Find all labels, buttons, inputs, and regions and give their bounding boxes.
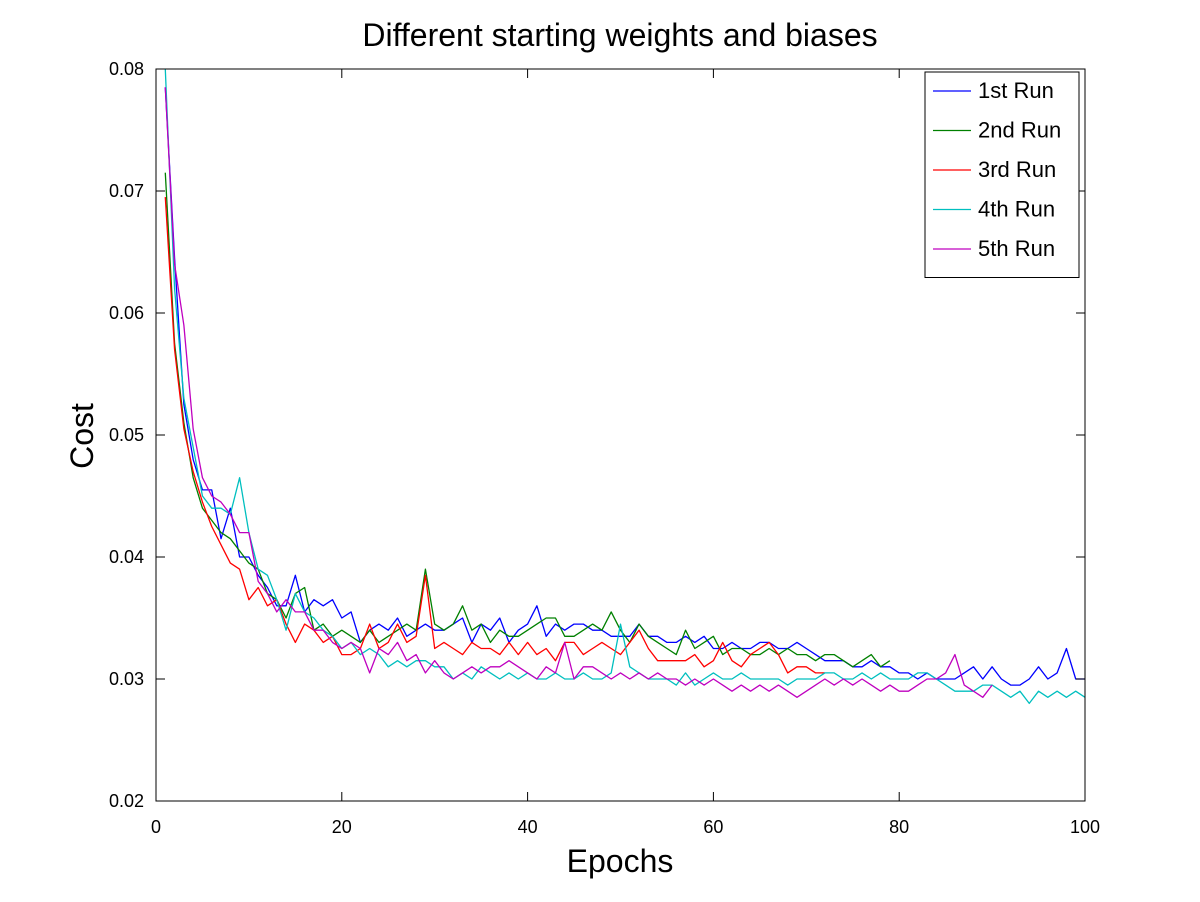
series-line-run-2: [164, 172, 891, 668]
legend-box: [924, 71, 1080, 278]
legend-label-run-3: 3rd Run: [978, 157, 1056, 182]
x-tick-label: 80: [889, 817, 909, 837]
y-tick-label: 0.08: [109, 59, 144, 79]
y-tick-label: 0.04: [109, 547, 144, 567]
series-line-run-3: [164, 197, 825, 674]
y-tick-label: 0.07: [109, 181, 144, 201]
axes-layer: 0 20 40 60 80 100 0.02 0.03 0.04 0.05 0.06 0.07 0.08: [109, 59, 1100, 837]
legend: 1st Run 2nd Run 3rd Run 4th Run 5th Run: [924, 71, 1080, 278]
series-line-run-5: [164, 87, 993, 698]
legend-label-run-4: 4th Run: [978, 197, 1055, 222]
x-tick-label: 0: [151, 817, 161, 837]
x-tick-label: 20: [332, 817, 352, 837]
legend-label-run-1: 1st Run: [978, 78, 1054, 103]
chart-title: Different starting weights and biases: [362, 17, 877, 53]
y-tick-label: 0.06: [109, 303, 144, 323]
y-tick-label: 0.05: [109, 425, 144, 445]
legend-label-run-5: 5th Run: [978, 236, 1055, 261]
series-line-run-4: [164, 69, 1085, 705]
x-tick-label: 40: [518, 817, 538, 837]
y-axis-label: Cost: [64, 403, 100, 469]
x-tick-label: 60: [703, 817, 723, 837]
x-axis-label: Epochs: [567, 843, 674, 879]
x-tick-label: 100: [1070, 817, 1100, 837]
y-tick-label: 0.02: [109, 791, 144, 811]
y-tick-label: 0.03: [109, 669, 144, 689]
legend-label-run-2: 2nd Run: [978, 118, 1061, 143]
series-layer: [164, 69, 1085, 705]
